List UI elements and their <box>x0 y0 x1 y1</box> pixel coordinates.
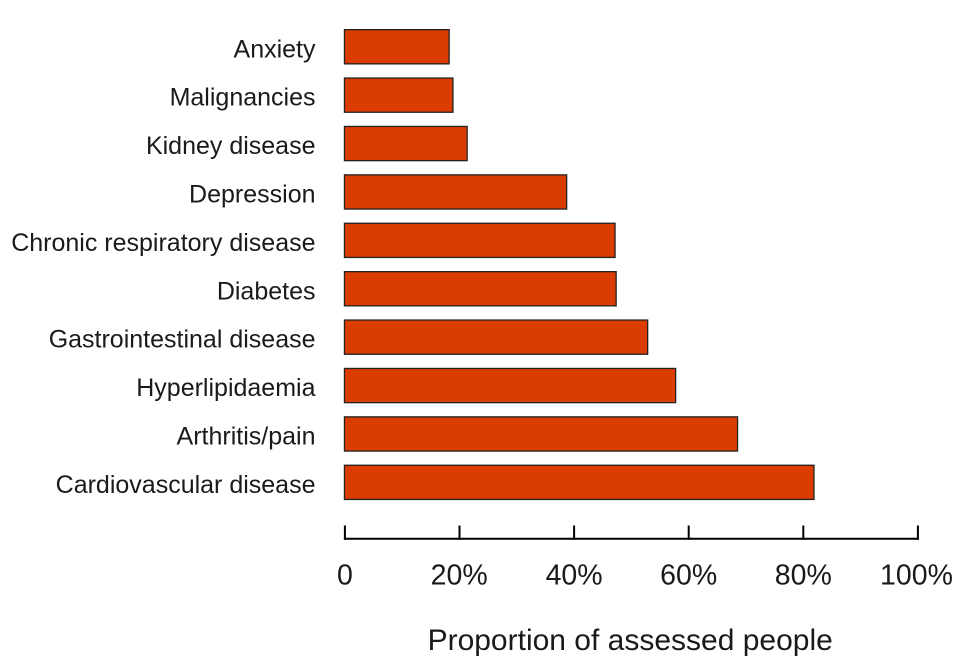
svg-text:Anxiety: Anxiety <box>234 35 316 63</box>
svg-text:Hyperlipidaemia: Hyperlipidaemia <box>136 374 315 402</box>
svg-text:Cardiovascular disease: Cardiovascular disease <box>56 471 316 499</box>
svg-text:Depression: Depression <box>189 180 315 208</box>
svg-text:100%: 100% <box>880 559 953 591</box>
svg-text:Diabetes: Diabetes <box>217 277 316 305</box>
svg-text:Malignancies: Malignancies <box>170 84 316 112</box>
svg-text:0: 0 <box>337 559 353 591</box>
svg-text:Proportion of assessed people: Proportion of assessed people <box>428 624 833 657</box>
svg-text:Kidney disease: Kidney disease <box>146 132 316 160</box>
svg-text:60%: 60% <box>660 559 717 591</box>
svg-text:20%: 20% <box>431 559 488 591</box>
svg-text:Arthritis/pain: Arthritis/pain <box>177 422 316 450</box>
svg-text:40%: 40% <box>546 559 603 591</box>
svg-text:80%: 80% <box>775 559 832 591</box>
svg-text:Gastrointestinal disease: Gastrointestinal disease <box>49 326 316 354</box>
svg-text:Chronic respiratory disease: Chronic respiratory disease <box>11 229 315 257</box>
